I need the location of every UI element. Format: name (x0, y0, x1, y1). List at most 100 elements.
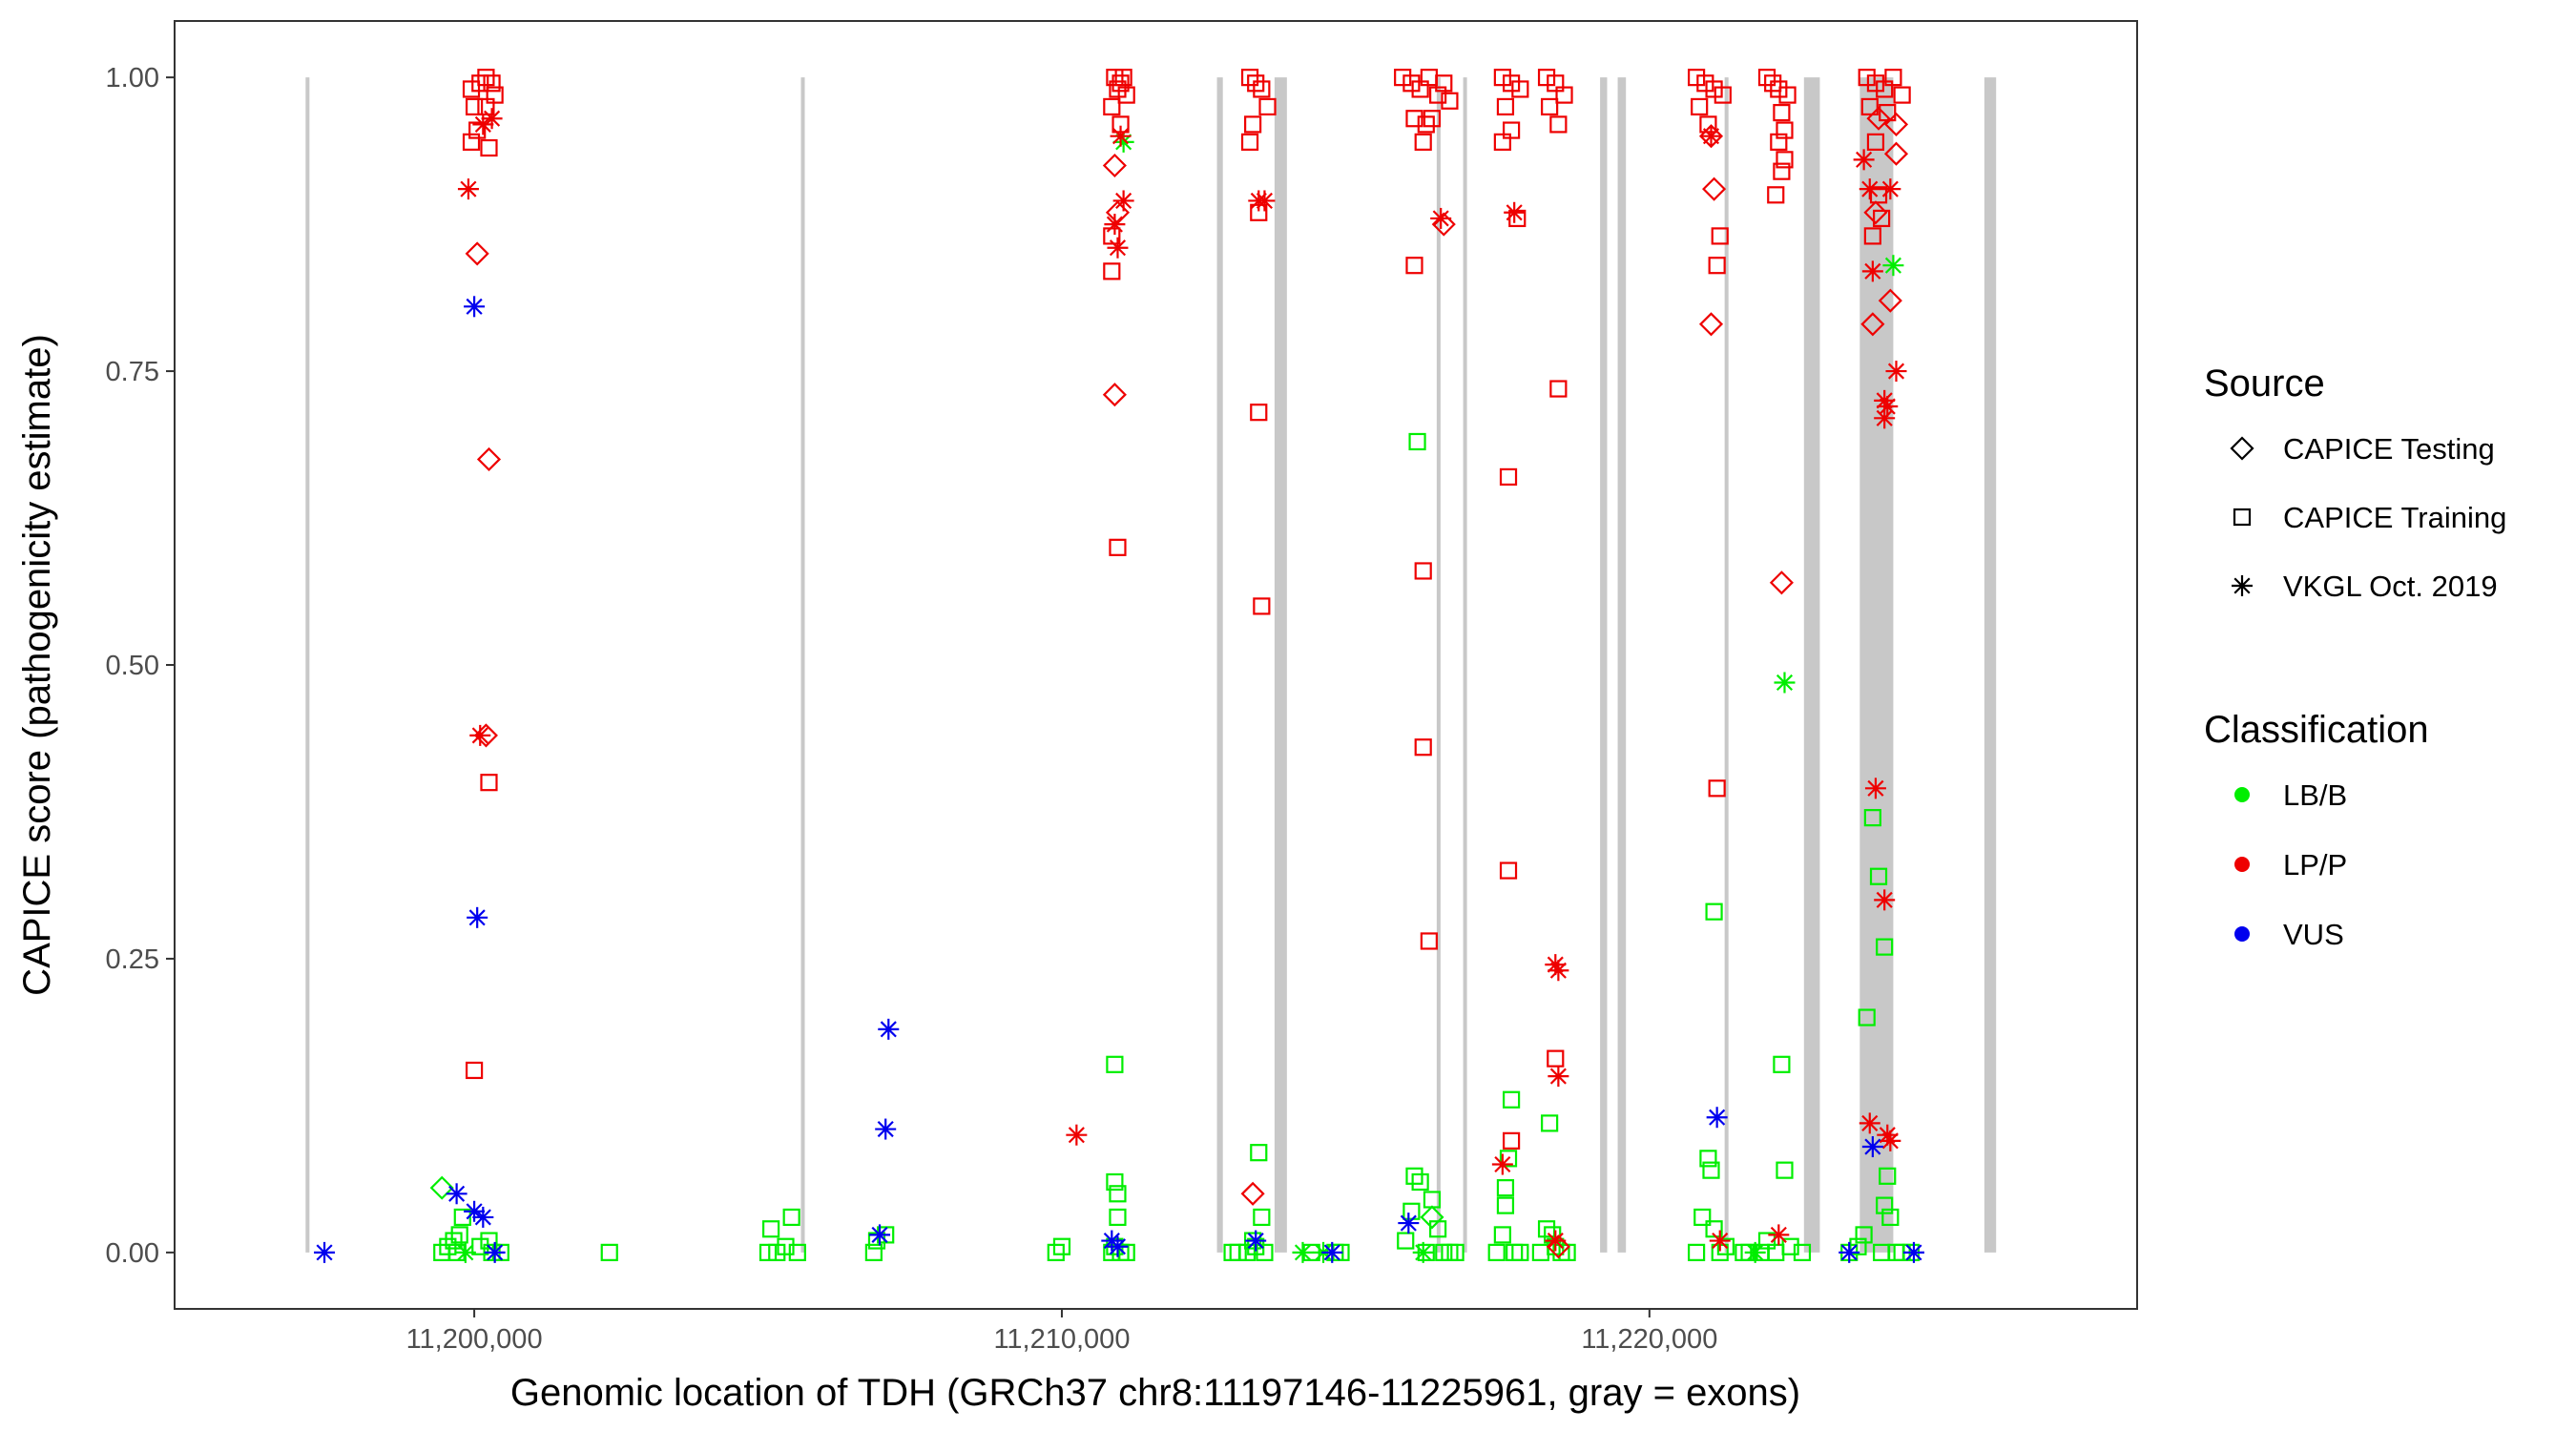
data-point (457, 178, 479, 200)
data-point (1770, 80, 1788, 98)
data-point (1781, 1237, 1799, 1255)
data-point (1240, 133, 1259, 151)
plot-background (175, 21, 2137, 1309)
data-point (1691, 97, 1709, 116)
data-point (1258, 97, 1277, 116)
data-point (1883, 141, 1909, 166)
data-point (1863, 227, 1881, 245)
legend-class-item: LP/P (2234, 848, 2347, 881)
data-point (1883, 112, 1909, 136)
x-tick-label: 11,210,000 (993, 1324, 1130, 1355)
legend-key-diamond (2230, 436, 2254, 461)
data-point (1705, 902, 1723, 921)
data-point (1872, 209, 1891, 228)
data-point (1102, 383, 1127, 407)
data-point (1876, 938, 1894, 956)
data-point (600, 1243, 618, 1261)
data-point (1397, 1232, 1415, 1250)
data-point (465, 1061, 484, 1080)
data-point (1863, 809, 1881, 827)
data-point (1702, 1161, 1720, 1179)
data-point (1499, 1150, 1518, 1168)
data-point (1902, 1241, 1924, 1263)
data-point (782, 1208, 800, 1227)
data-point (1503, 74, 1521, 93)
data-point (1402, 74, 1421, 93)
legend-source-title: Source (2204, 363, 2325, 404)
data-point (1102, 153, 1127, 178)
data-point (1776, 1161, 1794, 1179)
legend-source-item: CAPICE Testing (2230, 432, 2495, 466)
data-point (1884, 69, 1902, 87)
legend-class-label: LP/P (2283, 848, 2347, 881)
data-point (476, 446, 502, 471)
data-point (1408, 432, 1426, 451)
data-point (1776, 121, 1794, 139)
legend-source-item: CAPICE Training (2233, 501, 2506, 534)
data-point (1757, 69, 1776, 87)
data-point (467, 906, 488, 928)
data-point (1253, 80, 1271, 98)
data-point (1541, 1114, 1559, 1132)
data-point (468, 121, 487, 139)
data-point (1698, 124, 1724, 149)
data-point (1545, 954, 1567, 976)
data-point (480, 138, 498, 157)
series-lp-p (457, 69, 1911, 1259)
data-point (1548, 1066, 1569, 1088)
data-point (1549, 115, 1568, 134)
data-point (1117, 1243, 1135, 1261)
data-point (1861, 1136, 1883, 1158)
data-point (1394, 69, 1412, 87)
data-point (1103, 227, 1121, 245)
data-point (1698, 312, 1724, 337)
legend-class-label: LB/B (2283, 778, 2347, 812)
exon-band (1600, 77, 1608, 1253)
data-point (1240, 1181, 1265, 1206)
y-axis: 0.00 0.25 0.50 0.75 1.00 (106, 63, 175, 1269)
data-point (875, 1118, 897, 1140)
data-point (1508, 209, 1527, 228)
data-point (1793, 1243, 1812, 1261)
data-point (1711, 227, 1729, 245)
legend-color-dot (2234, 926, 2250, 942)
exon-band (305, 77, 310, 1253)
data-point (1546, 1234, 1570, 1259)
data-point (1229, 1243, 1247, 1261)
data-point (1700, 125, 1722, 147)
exon-band (1463, 77, 1467, 1253)
data-point (1708, 779, 1726, 798)
data-point (1245, 1230, 1267, 1252)
data-point (1769, 570, 1794, 595)
exon-band (1724, 77, 1729, 1253)
data-point (1547, 74, 1565, 93)
data-point (1487, 1243, 1506, 1261)
legend-key-square (2233, 508, 2252, 527)
data-point (1253, 1208, 1271, 1227)
data-point (1496, 1179, 1515, 1197)
data-point (465, 241, 489, 266)
data-point (1764, 74, 1782, 93)
data-point (1537, 69, 1556, 87)
data-point (1693, 1208, 1712, 1227)
data-point (450, 1226, 468, 1244)
data-point (1860, 312, 1885, 337)
data-point (1879, 103, 1897, 122)
data-point (1706, 1107, 1728, 1129)
data-point (1881, 1208, 1900, 1227)
data-point (1874, 889, 1896, 911)
data-point (762, 1220, 780, 1238)
data-point (1446, 1243, 1465, 1261)
data-point (1541, 97, 1559, 116)
exon-band (1436, 77, 1441, 1253)
data-point (1256, 1243, 1274, 1261)
legend-key-asterisk (2232, 575, 2253, 596)
legend: Source CAPICE Testing CAPICE Training VKGL… (2204, 363, 2506, 951)
data-point (1511, 1243, 1529, 1261)
data-point (1687, 69, 1706, 87)
data-point (1757, 1232, 1776, 1250)
data-point (1861, 260, 1883, 282)
x-tick-label: 11,220,000 (1581, 1324, 1717, 1355)
data-point (1714, 86, 1732, 104)
y-axis-title: CAPICE score (pathogenicity estimate) (16, 334, 58, 996)
